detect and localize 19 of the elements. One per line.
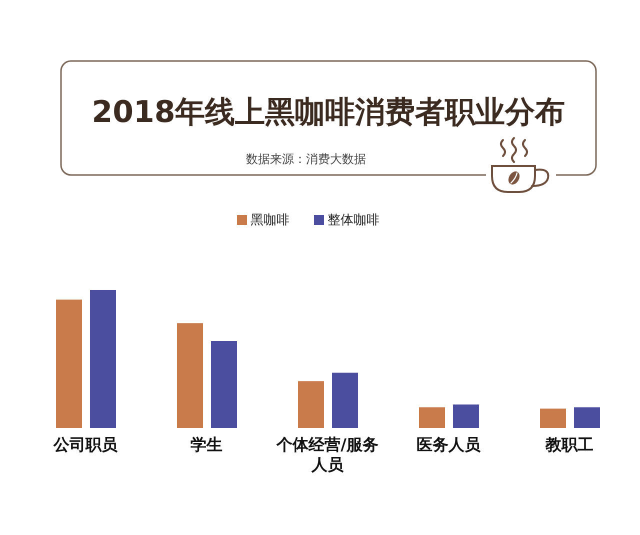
x-tick-label: 公司职员 — [52, 435, 118, 454]
bar — [177, 323, 203, 428]
bar — [211, 341, 237, 428]
bar — [298, 381, 324, 428]
bar — [90, 290, 116, 428]
source-note: 数据来源：消费大数据 — [245, 151, 367, 167]
legend-label: 黑咖啡 — [250, 213, 290, 228]
legend-label: 整体咖啡 — [328, 213, 380, 228]
bar — [419, 407, 445, 428]
bar — [332, 372, 358, 428]
x-tick-label: 教职工 — [544, 435, 594, 454]
chart-title: 2018年线上黑咖啡消费者职业分布 — [90, 94, 566, 132]
x-tick-label: 学生 — [190, 435, 222, 454]
x-tick-label: 医务人员 — [416, 435, 482, 454]
bar — [574, 407, 600, 428]
x-tick-label: 个体经营/服务人员 — [276, 435, 378, 474]
bar — [453, 404, 479, 428]
bar — [540, 408, 566, 428]
bar — [56, 300, 82, 428]
